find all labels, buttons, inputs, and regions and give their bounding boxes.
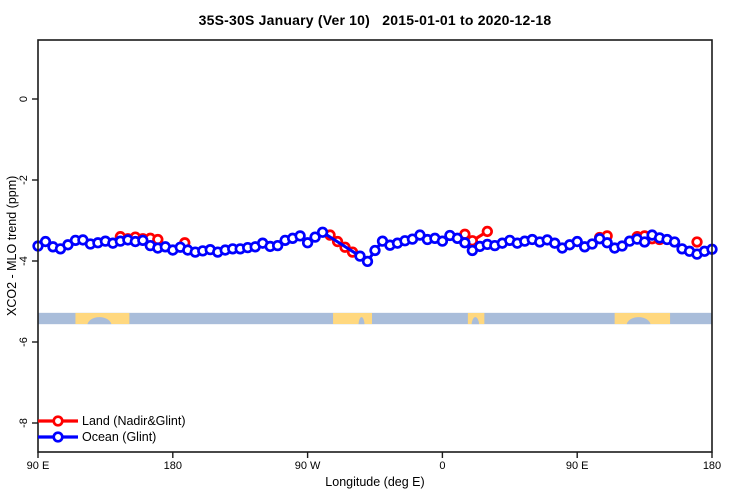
ocean-data-point: [316, 226, 329, 238]
x-tick-label: 0: [439, 460, 445, 472]
x-tick-label: 90 W: [295, 460, 321, 472]
x-tick-label: 180: [164, 460, 182, 472]
x-axis-title: Longitude (deg E): [325, 475, 425, 489]
ocean-data-point: [354, 250, 366, 262]
x-tick-label: 90 E: [566, 460, 589, 472]
ocean-data-point: [436, 235, 449, 247]
ocean-data-point: [586, 238, 598, 250]
ocean-data-point: [39, 235, 52, 248]
legend-marker-ocean-icon: [52, 431, 64, 443]
ocean-data-point: [361, 255, 374, 268]
x-tick-label: 90 E: [27, 460, 50, 472]
legend-marker-land-icon: [52, 415, 64, 427]
ocean-data-point: [294, 230, 306, 242]
map-band-water-inlet: [358, 317, 365, 325]
y-tick-label: -6: [18, 337, 30, 347]
ocean-data-point: [309, 231, 321, 243]
ocean-data-point: [668, 236, 681, 248]
y-tick-label: 0: [18, 96, 30, 102]
map-band-ocean: [38, 312, 712, 325]
ocean-data-point: [616, 240, 628, 252]
ocean-data-point: [638, 236, 651, 248]
ocean-data-point: [601, 237, 613, 249]
ocean-data-point: [459, 237, 471, 249]
y-tick-label: -8: [18, 418, 30, 428]
plot-border: [37, 39, 713, 453]
ocean-data-point: [369, 244, 381, 257]
ocean-data-point: [571, 235, 583, 248]
x-tick-label: 180: [703, 460, 721, 472]
ocean-data-point: [549, 237, 561, 249]
map-band-water-inlet: [626, 317, 651, 325]
ocean-data-point: [271, 239, 284, 252]
map-band-land-patch: [333, 312, 373, 325]
legend-label-land: Land (Nadir&Glint): [82, 414, 186, 428]
ocean-data-point: [301, 237, 314, 249]
y-tick-label: -4: [18, 256, 30, 266]
legend-label-ocean: Ocean (Glint): [82, 430, 157, 444]
map-band-water-inlet: [471, 317, 480, 325]
land-data-point: [691, 236, 703, 248]
ocean-data-point: [137, 234, 149, 246]
land-data-point: [481, 225, 493, 238]
chart-title: 35S-30S January (Ver 10) 2015-01-01 to 2…: [198, 12, 552, 28]
y-tick-label: -2: [18, 175, 30, 185]
map-band-water-inlet: [87, 317, 112, 325]
